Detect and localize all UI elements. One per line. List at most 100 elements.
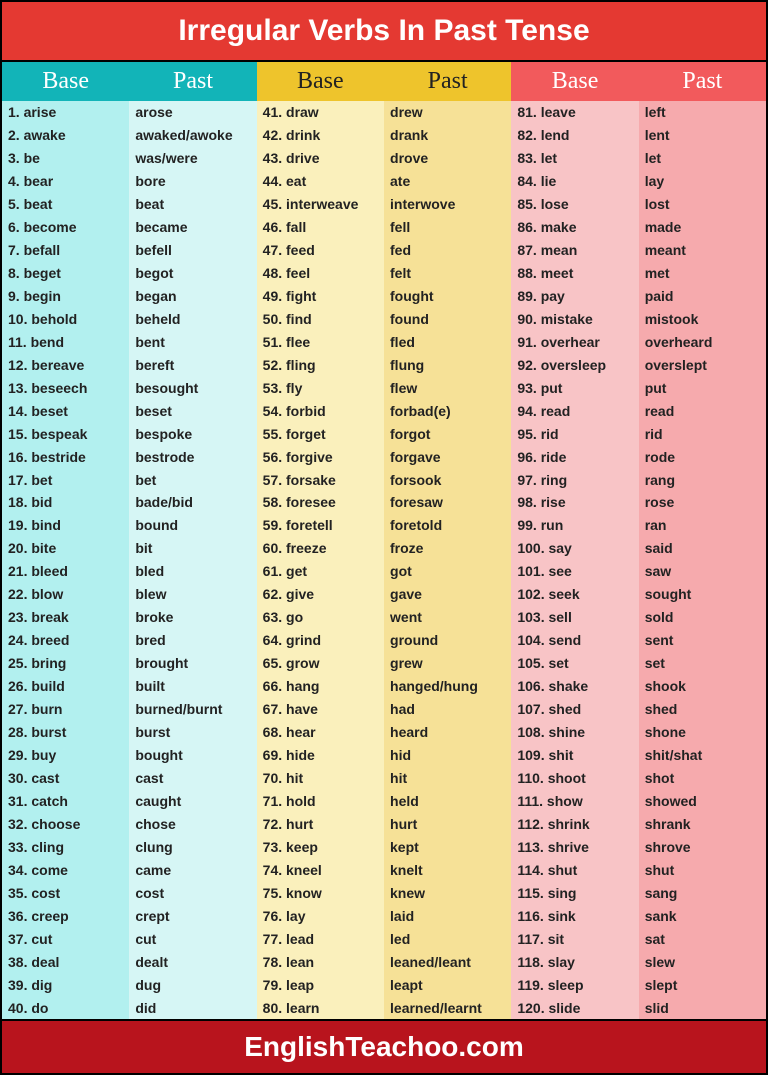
verb-past-cell: got [390, 564, 507, 578]
verb-base-cell: 83. let [517, 151, 634, 165]
past-column: Past leftlentletlaylostmademeantmetpaidm… [639, 62, 766, 1019]
verb-base-cell: 74. kneel [263, 863, 380, 877]
verb-base-cell: 49. fight [263, 289, 380, 303]
base-column: Base 81. leave82. lend83. let84. lie85. … [511, 62, 638, 1019]
verb-base-cell: 26. build [8, 679, 125, 693]
verb-base-cell: 33. cling [8, 840, 125, 854]
verb-past-cell: shed [645, 702, 762, 716]
verb-base-cell: 48. feel [263, 266, 380, 280]
verb-past-cell: ran [645, 518, 762, 532]
verb-past-cell: sold [645, 610, 762, 624]
verb-group-3: Base 81. leave82. lend83. let84. lie85. … [511, 62, 766, 1019]
verb-past-cell: paid [645, 289, 762, 303]
verb-past-cell: did [135, 1001, 252, 1015]
verb-base-cell: 21. bleed [8, 564, 125, 578]
verb-past-cell: meant [645, 243, 762, 257]
verb-base-cell: 69. hide [263, 748, 380, 762]
verb-past-cell: interwove [390, 197, 507, 211]
verb-past-cell: sent [645, 633, 762, 647]
verb-group-2: Base 41. draw42. drink43. drive44. eat45… [257, 62, 512, 1019]
verb-base-cell: 41. draw [263, 105, 380, 119]
verb-base-cell: 51. flee [263, 335, 380, 349]
verb-base-cell: 115. sing [517, 886, 634, 900]
verb-past-cell: cost [135, 886, 252, 900]
verb-past-cell: clung [135, 840, 252, 854]
column-header-base: Base [2, 62, 129, 101]
verb-base-cell: 56. forgive [263, 450, 380, 464]
verb-past-cell: brought [135, 656, 252, 670]
verb-past-cell: held [390, 794, 507, 808]
verb-past-cell: lay [645, 174, 762, 188]
verb-base-cell: 20. bite [8, 541, 125, 555]
verb-base-cell: 61. get [263, 564, 380, 578]
verb-past-cell: forbad(e) [390, 404, 507, 418]
verb-past-cell: slid [645, 1001, 762, 1015]
verb-past-cell: sat [645, 932, 762, 946]
verb-past-cell: bought [135, 748, 252, 762]
verb-past-cell: crept [135, 909, 252, 923]
verb-base-cell: 92. oversleep [517, 358, 634, 372]
verb-base-cell: 42. drink [263, 128, 380, 142]
verb-base-cell: 62. give [263, 587, 380, 601]
column-header-past: Past [129, 62, 256, 101]
verb-base-cell: 120. slide [517, 1001, 634, 1015]
verb-base-cell: 54. forbid [263, 404, 380, 418]
verb-past-cell: beset [135, 404, 252, 418]
verb-past-cell: had [390, 702, 507, 716]
verb-base-cell: 107. shed [517, 702, 634, 716]
verb-past-cell: sang [645, 886, 762, 900]
verb-past-cell: knelt [390, 863, 507, 877]
column-header-base: Base [257, 62, 384, 101]
verb-past-cell: foresaw [390, 495, 507, 509]
verb-base-cell: 19. bind [8, 518, 125, 532]
verb-past-cell: blew [135, 587, 252, 601]
verb-base-cell: 10. behold [8, 312, 125, 326]
verb-past-cell: heard [390, 725, 507, 739]
verb-base-cell: 104. send [517, 633, 634, 647]
verb-base-cell: 75. know [263, 886, 380, 900]
verb-base-cell: 110. shoot [517, 771, 634, 785]
verb-base-cell: 67. have [263, 702, 380, 716]
verb-past-cell: besought [135, 381, 252, 395]
verb-past-cell: rose [645, 495, 762, 509]
verb-past-cell: left [645, 105, 762, 119]
verb-past-cell: fought [390, 289, 507, 303]
verb-base-cell: 98. rise [517, 495, 634, 509]
verb-base-cell: 78. lean [263, 955, 380, 969]
verb-past-cell: overslept [645, 358, 762, 372]
verb-past-cell: read [645, 404, 762, 418]
column-header-base: Base [511, 62, 638, 101]
verb-base-cell: 7. befall [8, 243, 125, 257]
verb-base-cell: 89. pay [517, 289, 634, 303]
verb-base-cell: 84. lie [517, 174, 634, 188]
verb-base-cell: 99. run [517, 518, 634, 532]
verb-past-cell: was/were [135, 151, 252, 165]
verb-base-cell: 2. awake [8, 128, 125, 142]
verb-past-cell: beat [135, 197, 252, 211]
verb-past-cell: learned/learnt [390, 1001, 507, 1015]
verb-past-cell: drank [390, 128, 507, 142]
verb-base-cell: 59. foretell [263, 518, 380, 532]
verb-base-cell: 102. seek [517, 587, 634, 601]
verb-base-cell: 34. come [8, 863, 125, 877]
verb-base-cell: 13. beseech [8, 381, 125, 395]
verb-past-cell: cut [135, 932, 252, 946]
verb-base-cell: 117. sit [517, 932, 634, 946]
verb-base-cell: 38. deal [8, 955, 125, 969]
verb-past-cell: fell [390, 220, 507, 234]
verb-past-cell: drew [390, 105, 507, 119]
verb-past-cell: forgot [390, 427, 507, 441]
verb-past-cell: led [390, 932, 507, 946]
verb-past-cell: bade/bid [135, 495, 252, 509]
verb-base-cell: 76. lay [263, 909, 380, 923]
verb-base-cell: 96. ride [517, 450, 634, 464]
verb-base-cell: 97. ring [517, 473, 634, 487]
verb-base-cell: 27. burn [8, 702, 125, 716]
verb-base-cell: 12. bereave [8, 358, 125, 372]
verb-past-cell: rid [645, 427, 762, 441]
verb-base-cell: 105. set [517, 656, 634, 670]
verb-base-cell: 37. cut [8, 932, 125, 946]
verb-base-cell: 91. overhear [517, 335, 634, 349]
verb-base-cell: 63. go [263, 610, 380, 624]
verb-base-cell: 43. drive [263, 151, 380, 165]
